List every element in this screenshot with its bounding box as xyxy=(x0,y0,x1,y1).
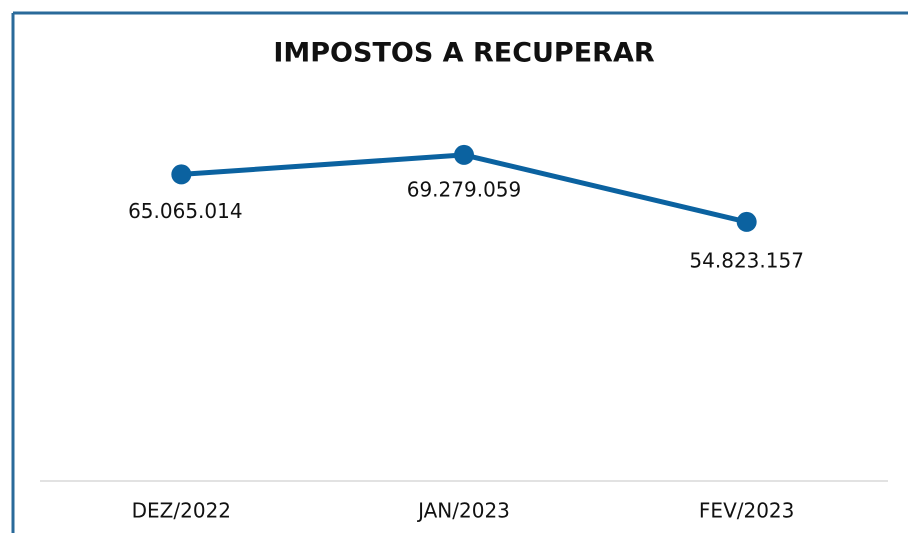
data-label: 65.065.014 xyxy=(128,199,243,223)
data-label: 54.823.157 xyxy=(689,248,804,272)
point xyxy=(171,164,192,185)
chart-title: IMPOSTOS A RECUPERAR xyxy=(273,38,655,69)
point xyxy=(454,144,474,165)
x-tick-label: JAN/2023 xyxy=(416,499,510,523)
data-label: 69.279.059 xyxy=(407,177,522,201)
x-tick-label: DEZ/2022 xyxy=(132,499,231,523)
x-tick-label: FEV/2023 xyxy=(699,499,794,523)
point xyxy=(736,211,757,232)
